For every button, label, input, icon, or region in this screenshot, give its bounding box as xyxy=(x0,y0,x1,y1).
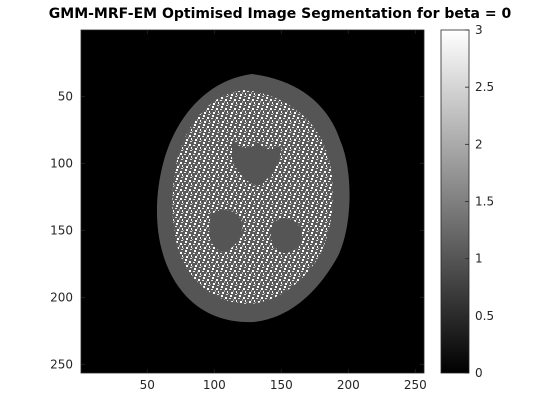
ventricle-upper xyxy=(232,140,282,186)
colorbar-tick-label: 1.5 xyxy=(475,195,494,209)
x-axis: 50 100 150 200 250 xyxy=(140,30,427,392)
y-tick-label: 200 xyxy=(50,290,73,304)
image-axes-frame xyxy=(80,29,425,374)
figure-title: GMM-MRF-EM Optimised Image Segmentation … xyxy=(48,6,512,22)
y-tick-label: 50 xyxy=(58,89,73,103)
x-tick-label: 100 xyxy=(203,378,226,392)
ventricle-left xyxy=(209,209,243,252)
colorbar-tick-label: 2 xyxy=(475,137,483,151)
x-tick-label: 150 xyxy=(270,378,293,392)
colorbar-axis: 0 0.5 1 1.5 2 2.5 3 xyxy=(465,23,494,380)
x-tick-label: 250 xyxy=(404,378,427,392)
colorbar-tick-label: 1 xyxy=(475,252,483,266)
ventricle-right xyxy=(270,218,302,254)
y-axis: 50 100 150 200 250 xyxy=(50,89,424,371)
colorbar xyxy=(440,29,470,374)
segmented-brain-image xyxy=(81,30,424,373)
x-tick-label: 200 xyxy=(337,378,360,392)
y-tick-label: 150 xyxy=(50,223,73,237)
colorbar-tick-label: 0.5 xyxy=(475,309,494,323)
colorbar-tick-label: 3 xyxy=(475,23,483,37)
y-tick-label: 100 xyxy=(50,156,73,170)
y-tick-label: 250 xyxy=(50,357,73,371)
colorbar-tick-label: 0 xyxy=(475,366,483,380)
colorbar-tick-label: 2.5 xyxy=(475,80,494,94)
x-tick-label: 50 xyxy=(140,378,155,392)
